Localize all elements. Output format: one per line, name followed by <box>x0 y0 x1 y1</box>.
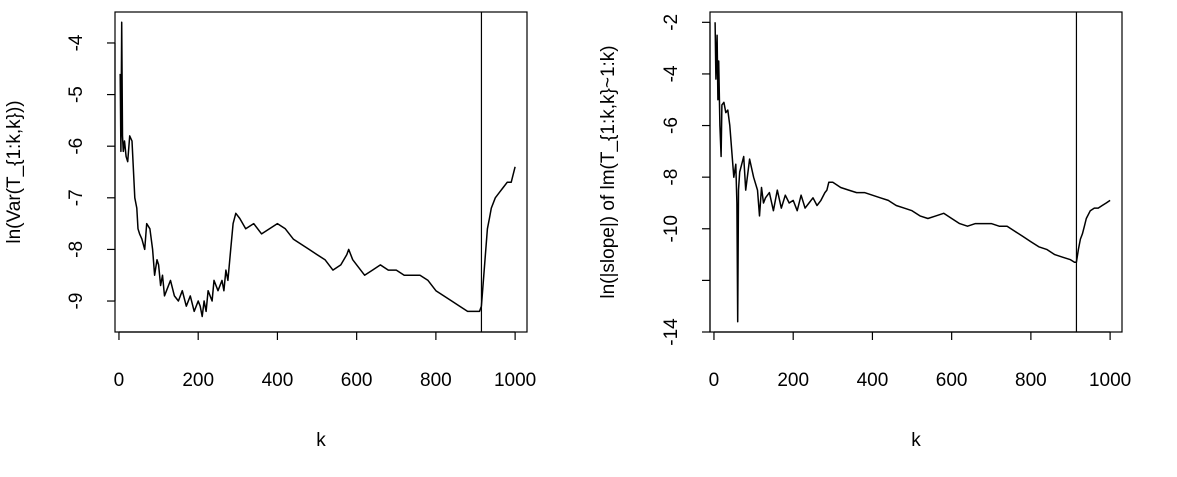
left-x-tick-label: 600 <box>341 370 373 391</box>
right-x-tick-label: 800 <box>1015 370 1047 391</box>
right-x-tick-label: 600 <box>936 370 968 391</box>
left-chart-panel: 0 200 400 600 800 1000 -9 -8 -7 -6 -5 -4 k ln(Var(… <box>4 11 536 451</box>
left-y-tick-label: -7 <box>66 189 87 206</box>
left-y-axis: -9 -8 -7 -6 -5 -4 <box>66 34 116 310</box>
right-x-tick-label: 400 <box>857 370 889 391</box>
left-y-tick-label: -4 <box>66 34 87 51</box>
right-y-tick-label: -8 <box>661 169 682 186</box>
left-y-tick-label: -9 <box>66 293 87 310</box>
right-y-tick-label: -6 <box>661 117 682 134</box>
right-y-axis: -14 -10 -8 -6 -4 -2 <box>661 14 711 346</box>
left-x-axis: 0 200 400 600 800 1000 <box>114 331 536 391</box>
left-series-line <box>119 21 516 318</box>
right-plot-area <box>714 12 1111 332</box>
right-x-tick-label: 1000 <box>1089 370 1131 391</box>
right-y-tick-label: -4 <box>661 65 682 82</box>
left-y-tick-label: -5 <box>66 86 87 103</box>
left-y-axis-title: ln(Var(T_{1:k,k})) <box>4 100 25 243</box>
left-x-tick-label: 200 <box>182 370 214 391</box>
right-series-line <box>714 22 1111 323</box>
right-x-tick-label: 200 <box>777 370 809 391</box>
left-x-tick-label: 800 <box>420 370 452 391</box>
left-x-axis-title: k <box>316 430 326 451</box>
left-x-tick-label: 0 <box>114 370 125 391</box>
right-x-axis: 0 200 400 600 800 1000 <box>709 331 1131 391</box>
left-y-tick-label: -8 <box>66 241 87 258</box>
left-x-tick-label: 1000 <box>494 370 536 391</box>
right-y-tick-label: -10 <box>661 215 682 242</box>
right-y-axis-title: ln(|slope|) of lm(T_{1:k,k}~1:k) <box>598 45 619 298</box>
right-x-tick-label: 0 <box>709 370 720 391</box>
right-y-tick-label: -2 <box>661 14 682 31</box>
right-y-tick-label: -14 <box>661 318 682 346</box>
right-chart-panel: 0 200 400 600 800 1000 -14 -10 -8 -6 -4 -2 k ln(|s… <box>598 11 1131 451</box>
left-plot-area <box>119 12 516 332</box>
right-x-axis-title: k <box>911 430 921 451</box>
left-x-tick-label: 400 <box>262 370 294 391</box>
left-y-tick-label: -6 <box>66 138 87 155</box>
